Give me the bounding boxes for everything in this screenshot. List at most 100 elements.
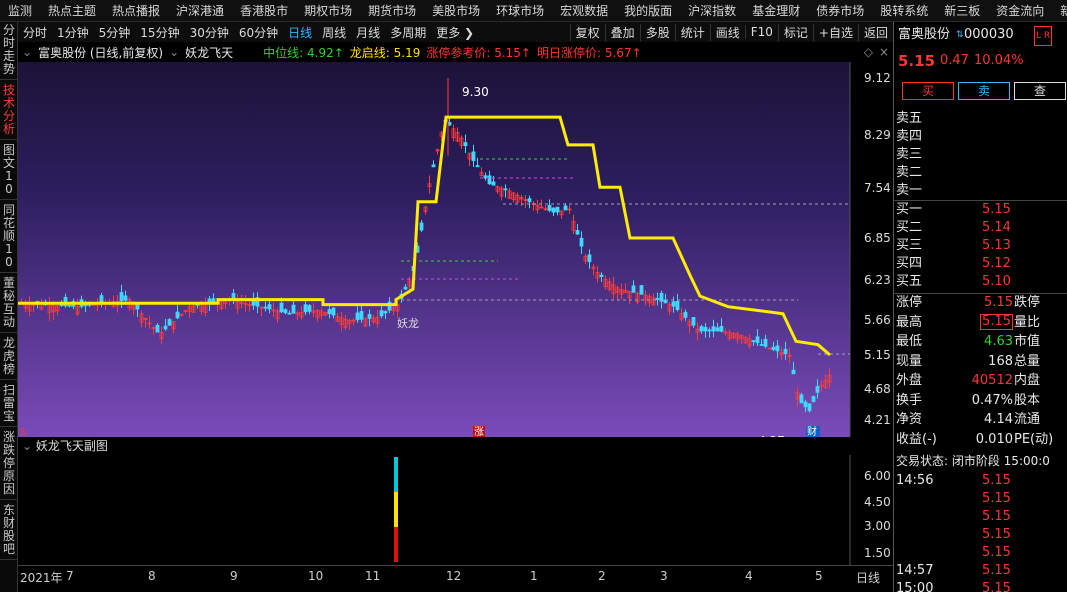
y-tick-label: 4.21: [864, 413, 891, 427]
nav-item[interactable]: 沪深港通: [176, 4, 225, 18]
candle-body: [375, 317, 380, 324]
sell-button[interactable]: 卖: [958, 82, 1010, 100]
longqi-line: 龙启线: 5.19: [349, 45, 421, 60]
nav-item[interactable]: 资金流向: [996, 4, 1045, 18]
period-tab[interactable]: 15分钟: [140, 25, 180, 40]
candle-body: [743, 336, 748, 344]
candle-body: [599, 274, 604, 278]
candle-body: [327, 309, 332, 315]
nav-item[interactable]: 宏观数据: [560, 4, 609, 18]
close-icon[interactable]: ×: [878, 45, 889, 59]
tick-time: 15:00: [896, 581, 934, 592]
left-tab[interactable]: 董秘互动: [0, 275, 18, 333]
left-tab[interactable]: 扫雷宝: [0, 382, 18, 427]
stat-row: 最高 5.15 量比: [894, 313, 1067, 332]
ask-row: 卖二: [894, 164, 1067, 182]
nav-item[interactable]: 香港股市: [240, 4, 289, 18]
buy-button[interactable]: 买: [902, 82, 954, 100]
candle-body: [787, 354, 792, 358]
period-tab[interactable]: 分时: [23, 25, 48, 40]
trade-status: 交易状态: 闭市阶段 15:00:0: [896, 454, 1050, 468]
nav-item[interactable]: 期货市场: [368, 4, 417, 18]
candle-body: [331, 307, 336, 316]
stat-value: 0.47%: [971, 392, 1013, 408]
candle-body: [451, 128, 456, 138]
query-button[interactable]: 查: [1014, 82, 1066, 100]
nav-item[interactable]: 股转系统: [880, 4, 929, 18]
toolbar-action[interactable]: 返回: [857, 23, 893, 41]
left-tab[interactable]: 涨跌停原因: [0, 429, 18, 500]
stat-row: 涨停 5.15 跌停: [894, 294, 1067, 312]
bid-price: 5.13: [982, 238, 1011, 253]
nav-item[interactable]: 沪深指数: [688, 4, 737, 18]
left-tab[interactable]: 分时走势: [0, 22, 18, 80]
candle-body: [171, 321, 176, 330]
candle-body: [139, 313, 144, 323]
chevron-down-icon[interactable]: ⌄: [169, 45, 180, 59]
candle-body: [719, 325, 724, 332]
left-tab[interactable]: 同花顺10: [0, 202, 18, 273]
period-tab[interactable]: 日线: [288, 25, 313, 40]
nav-item[interactable]: 基金理财: [752, 4, 801, 18]
link-icon[interactable]: ⇅: [956, 30, 964, 40]
left-tab[interactable]: 东财股吧: [0, 502, 18, 560]
candle-body: [691, 317, 696, 326]
candle-body: [623, 290, 628, 293]
candle-body: [175, 311, 180, 319]
diamond-icon[interactable]: ◇: [863, 45, 873, 59]
toolbar-action[interactable]: 画线: [709, 23, 745, 41]
period-tab[interactable]: 多周期: [390, 25, 427, 40]
nav-item[interactable]: 热点播报: [112, 4, 161, 18]
nav-item[interactable]: 期权市场: [304, 4, 353, 18]
y-tick-label: 6.85: [864, 231, 891, 245]
y-tick-label: 8.29: [864, 128, 891, 142]
toolbar-action[interactable]: 多股: [639, 23, 675, 41]
nav-item[interactable]: 美股市场: [432, 4, 481, 18]
left-tab-bar: 分时走势技术分析图文10 同花顺10 董秘互动龙虎榜扫雷宝涨跌停原因东财股吧: [0, 22, 18, 592]
stat-value: 5.15: [980, 313, 1013, 330]
toolbar-action[interactable]: 标记: [777, 23, 813, 41]
y-tick-label: 5.15: [864, 348, 891, 362]
period-tab[interactable]: 月线: [356, 25, 381, 40]
left-tab[interactable]: 龙虎榜: [0, 335, 18, 380]
nav-item[interactable]: 新股IPO: [1052, 0, 1067, 21]
candle-body: [667, 304, 672, 312]
candle-body: [643, 294, 648, 301]
stock-code: 000030: [964, 27, 1014, 42]
period-tab[interactable]: 周线: [322, 25, 347, 40]
chevron-down-icon[interactable]: ⌄: [22, 45, 33, 59]
nav-item[interactable]: 债券市场: [816, 4, 865, 18]
candle-body: [635, 292, 640, 303]
nav-item[interactable]: 监测: [8, 4, 33, 18]
bid-row: 买四 5.12: [894, 255, 1067, 273]
indicator-name[interactable]: 妖龙飞天: [185, 45, 234, 60]
nav-item[interactable]: 环球市场: [496, 4, 545, 18]
candle-body: [379, 310, 384, 317]
period-tab[interactable]: 1分钟: [57, 25, 89, 40]
candle-body: [523, 199, 528, 201]
stat-value: 40512: [971, 373, 1013, 388]
period-tab[interactable]: 5分钟: [98, 25, 131, 40]
left-tab[interactable]: 图文10: [0, 142, 18, 200]
nav-item[interactable]: 新三板: [944, 4, 981, 18]
left-tab[interactable]: 技术分析: [0, 82, 18, 140]
candle-body: [727, 332, 732, 340]
y-tick-label: 9.12: [864, 71, 891, 85]
chevron-down-icon[interactable]: ⌄: [22, 439, 33, 453]
toolbar-action[interactable]: 复权: [569, 23, 605, 41]
nav-item[interactable]: 我的版面: [624, 4, 673, 18]
toolbar-action[interactable]: 叠加: [604, 23, 640, 41]
candle-body: [243, 302, 248, 305]
toolbar-action[interactable]: 统计: [674, 23, 710, 41]
period-tab[interactable]: 60分钟: [238, 25, 279, 40]
toolbar-action[interactable]: +自选: [812, 23, 858, 41]
stat-value: 4.63: [984, 334, 1013, 349]
nav-item[interactable]: 热点主题: [48, 4, 97, 18]
toolbar-action[interactable]: F10: [744, 25, 778, 39]
candlestick-chart[interactable]: 9.12 8.29 7.54 6.85 6.23 5.66 5.15 4.68 4.21 9.3…: [18, 62, 893, 437]
sub-indicator-chart[interactable]: 6.00 4.50 3.00 1.50: [18, 455, 893, 565]
candle-body: [651, 297, 656, 306]
period-tab[interactable]: 更多 ❯: [436, 25, 475, 40]
period-tab[interactable]: 30分钟: [189, 25, 229, 40]
candle-body: [811, 396, 816, 402]
